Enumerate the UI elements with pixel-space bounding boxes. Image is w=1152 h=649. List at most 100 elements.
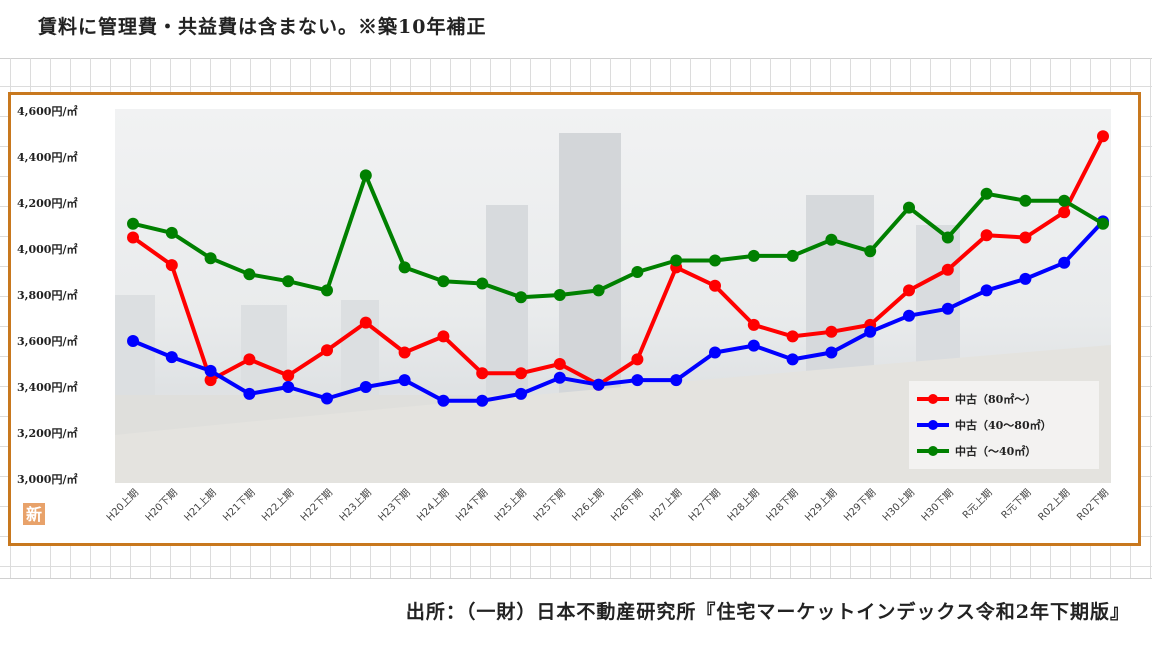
data-point [747, 339, 760, 352]
chart-frame: 3,000円/㎡ 3,200円/㎡ 3,400円/㎡ 3,600円/㎡ 3,800円/㎡… [8, 92, 1141, 546]
data-point [476, 277, 489, 290]
data-point [553, 358, 566, 370]
x-tick-label: H24上期 [415, 487, 452, 524]
data-point [709, 346, 721, 359]
x-tick-label: H30上期 [880, 487, 917, 524]
data-point [980, 187, 993, 200]
y-tick-label: 3,200円/㎡ [17, 426, 77, 440]
data-point [437, 394, 450, 407]
data-point [1019, 231, 1032, 244]
data-point [204, 374, 217, 387]
data-point [941, 302, 954, 315]
data-point [980, 229, 993, 242]
background-photo [115, 109, 1111, 483]
data-point [592, 284, 605, 297]
x-tick-label: H28下期 [764, 487, 801, 524]
data-point [786, 353, 799, 366]
x-tick-label: H27下期 [686, 487, 723, 524]
legend-swatch-marker [928, 446, 938, 456]
y-tick-label: 4,400円/㎡ [17, 150, 77, 164]
data-point [282, 369, 295, 382]
data-point [1058, 194, 1071, 207]
data-point [398, 261, 411, 274]
data-point [204, 252, 217, 265]
data-point [127, 217, 139, 230]
x-tick-label: H21上期 [182, 487, 219, 524]
data-point [553, 289, 566, 301]
x-tick-label: H22上期 [259, 487, 296, 524]
series-group [127, 130, 1109, 407]
data-point [631, 353, 644, 366]
x-tick-label: H23下期 [376, 487, 413, 524]
y-tick-label: 3,800円/㎡ [17, 288, 77, 302]
data-point [243, 268, 256, 281]
data-point [127, 231, 139, 244]
data-point [747, 249, 760, 262]
x-tick-label: H21下期 [221, 487, 258, 524]
data-point [1058, 206, 1071, 219]
data-point [165, 351, 178, 364]
data-point [398, 374, 411, 387]
data-point [670, 254, 683, 267]
x-tick-label: H20下期 [143, 487, 180, 524]
series-line-3 [132, 173, 1105, 300]
data-point [243, 387, 256, 400]
data-point [786, 249, 799, 262]
data-point [709, 279, 721, 292]
x-tick-label: H26下期 [609, 487, 646, 524]
data-point [437, 330, 450, 343]
x-tick-label: H23上期 [337, 487, 374, 524]
data-point [243, 353, 256, 366]
data-point [903, 284, 915, 297]
data-point [398, 346, 411, 359]
header-note: 賃料に管理費・共益費は含まない。※築10年補正 [38, 16, 487, 38]
y-tick-label: 4,000円/㎡ [17, 242, 77, 256]
data-point [515, 387, 527, 400]
legend-swatch-marker [928, 394, 938, 404]
data-point [747, 318, 760, 331]
x-tick-label: H27上期 [647, 487, 684, 524]
data-point [825, 325, 838, 338]
data-point [282, 381, 295, 393]
legend-swatch-marker [928, 420, 938, 430]
data-point [1097, 130, 1109, 143]
y-tick-label: 3,000円/㎡ [17, 472, 77, 486]
data-point [165, 226, 178, 239]
data-point [476, 367, 489, 380]
line-chart: 3,000円/㎡ 3,200円/㎡ 3,400円/㎡ 3,600円/㎡ 3,800円/㎡… [17, 104, 1111, 525]
data-point [515, 291, 527, 304]
y-tick-label: 4,600円/㎡ [17, 104, 77, 118]
data-point [1058, 256, 1071, 269]
legend-label: 中古（80㎡～） [955, 392, 1036, 406]
x-tick-label: R元下期 [999, 487, 1034, 522]
x-tick-label: H25上期 [492, 487, 529, 524]
data-point [437, 275, 450, 288]
header-band: 賃料に管理費・共益費は含まない。※築10年補正 [0, 0, 1152, 59]
data-point [670, 374, 683, 387]
y-axis: 3,000円/㎡ 3,200円/㎡ 3,400円/㎡ 3,600円/㎡ 3,800円/㎡… [17, 104, 77, 486]
x-tick-label: H28上期 [725, 487, 762, 524]
data-point [321, 284, 333, 297]
series-line-2 [132, 220, 1105, 403]
data-point [204, 364, 217, 377]
data-point [127, 335, 139, 347]
y-tick-label: 3,600円/㎡ [17, 334, 77, 348]
x-tick-label: H22下期 [298, 487, 335, 524]
data-point [631, 266, 644, 278]
data-point [592, 378, 605, 391]
data-point [709, 254, 721, 267]
x-tick-label: H20上期 [104, 487, 141, 524]
data-point [553, 371, 566, 384]
data-point [359, 316, 372, 329]
x-tick-label: H29下期 [841, 487, 878, 524]
data-point [980, 284, 993, 297]
y-tick-label: 3,400円/㎡ [17, 380, 77, 394]
data-point [321, 392, 333, 405]
data-point [515, 367, 527, 380]
data-point [903, 201, 915, 214]
data-point [825, 346, 838, 359]
x-tick-label: H30下期 [919, 487, 956, 524]
data-point [1019, 194, 1032, 207]
data-point [359, 381, 372, 393]
x-tick-label: H25下期 [531, 487, 568, 524]
